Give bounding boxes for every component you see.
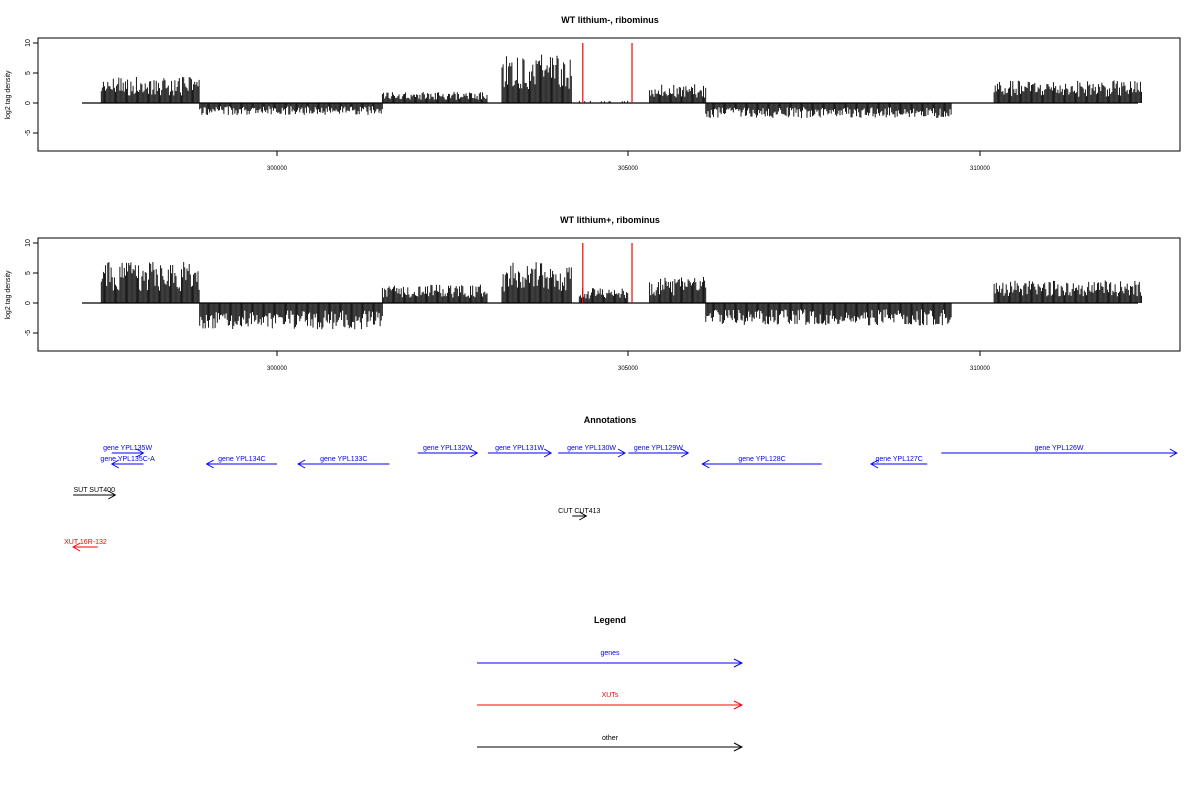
legend: Legend genes XUTs other [477, 615, 744, 752]
panel-2-title: WT lithium+, ribominus [560, 215, 660, 225]
panel-2-y-axis: 10 5 0 -5 [25, 239, 38, 336]
panel-1-frame [37, 37, 1181, 152]
feature-label: gene YPL133C [320, 456, 367, 463]
y-tick-label: 0 [25, 301, 32, 305]
annotations-title: Annotations [584, 415, 637, 425]
y-tick-label: 5 [25, 271, 32, 275]
feature-arrowhead [701, 459, 710, 469]
y-tick-label: 10 [25, 239, 32, 247]
feature-label: gene YPL128C [738, 456, 785, 463]
feature-label: gene YPL131W [495, 445, 544, 452]
feature-arrowhead [1169, 448, 1178, 458]
feature-label: CUT CUT413 [558, 508, 600, 515]
y-tick-label: 5 [25, 71, 32, 75]
track-panel-1: WT lithium-, ribominus log2 tag density … [5, 15, 1181, 172]
feature-label: XUT 16R-132 [64, 539, 107, 546]
feature-label: SUT SUT400 [73, 487, 115, 494]
feature-arrowhead [205, 459, 214, 469]
panel-2-bars [100, 262, 1142, 330]
annotation-features: gene YPL135W gene YPL135C-A gene YPL134C ge… [64, 445, 1178, 552]
x-tick-label: 305000 [618, 366, 639, 372]
feature-label: gene YPL129W [634, 445, 683, 452]
panel-1-ylabel: log2 tag density [5, 70, 12, 120]
feature-arrowhead [110, 459, 120, 469]
legend-item-genes: genes [477, 650, 744, 668]
panel-2-markers [582, 243, 633, 303]
feature-arrowhead [297, 459, 306, 469]
feature-label: gene YPL130W [567, 445, 616, 452]
feature-label: gene YPL135W [103, 445, 152, 452]
panel-1-y-axis: 10 5 0 -5 [25, 39, 38, 136]
legend-item-xuts: XUTs [477, 692, 744, 710]
feature-arrowhead [579, 511, 588, 521]
legend-arrowhead-xuts [733, 700, 744, 710]
feature-label: gene YPL135C-A [100, 456, 155, 463]
x-tick-label: 310000 [970, 366, 991, 372]
panel-2-ylabel: log2 tag density [5, 270, 12, 320]
legend-item-other: other [477, 735, 744, 752]
feature-arrowhead [543, 448, 553, 458]
feature-arrowhead [72, 542, 81, 552]
panel-2-frame [37, 237, 1181, 352]
feature-label: gene YPL132W [423, 445, 472, 452]
x-tick-label: 310000 [970, 166, 991, 172]
feature-arrowhead [617, 448, 626, 458]
panel-1-title: WT lithium-, ribominus [561, 15, 659, 25]
x-tick-label: 300000 [267, 366, 288, 372]
panel-1-x-axis: 300000 305000 310000 [267, 151, 991, 172]
legend-label-genes: genes [600, 650, 620, 657]
legend-arrowhead-genes [733, 658, 744, 668]
feature-arrowhead [470, 448, 479, 458]
feature-label: gene YPL127C [875, 456, 922, 463]
x-tick-label: 305000 [618, 166, 639, 172]
y-tick-label: -5 [25, 330, 32, 336]
feature-arrowhead [681, 448, 690, 458]
track-panel-2: WT lithium+, ribominus log2 tag density … [5, 215, 1181, 372]
legend-label-other: other [602, 735, 619, 742]
panel-1-markers [582, 43, 633, 103]
panel-1-bars [100, 54, 1142, 118]
y-tick-label: 0 [25, 101, 32, 105]
feature-arrowhead [136, 448, 145, 458]
panel-2-x-axis: 300000 305000 310000 [267, 351, 991, 372]
feature-label: gene YPL134C [218, 456, 265, 463]
y-tick-label: -5 [25, 130, 32, 136]
feature-label: gene YPL126W [1035, 445, 1084, 452]
legend-arrowhead-other [733, 742, 744, 752]
y-tick-label: 10 [25, 39, 32, 47]
legend-label-xuts: XUTs [602, 692, 619, 699]
feature-arrowhead [108, 490, 117, 500]
x-tick-label: 300000 [267, 166, 288, 172]
feature-arrowhead [870, 459, 879, 469]
legend-title: Legend [594, 615, 626, 625]
